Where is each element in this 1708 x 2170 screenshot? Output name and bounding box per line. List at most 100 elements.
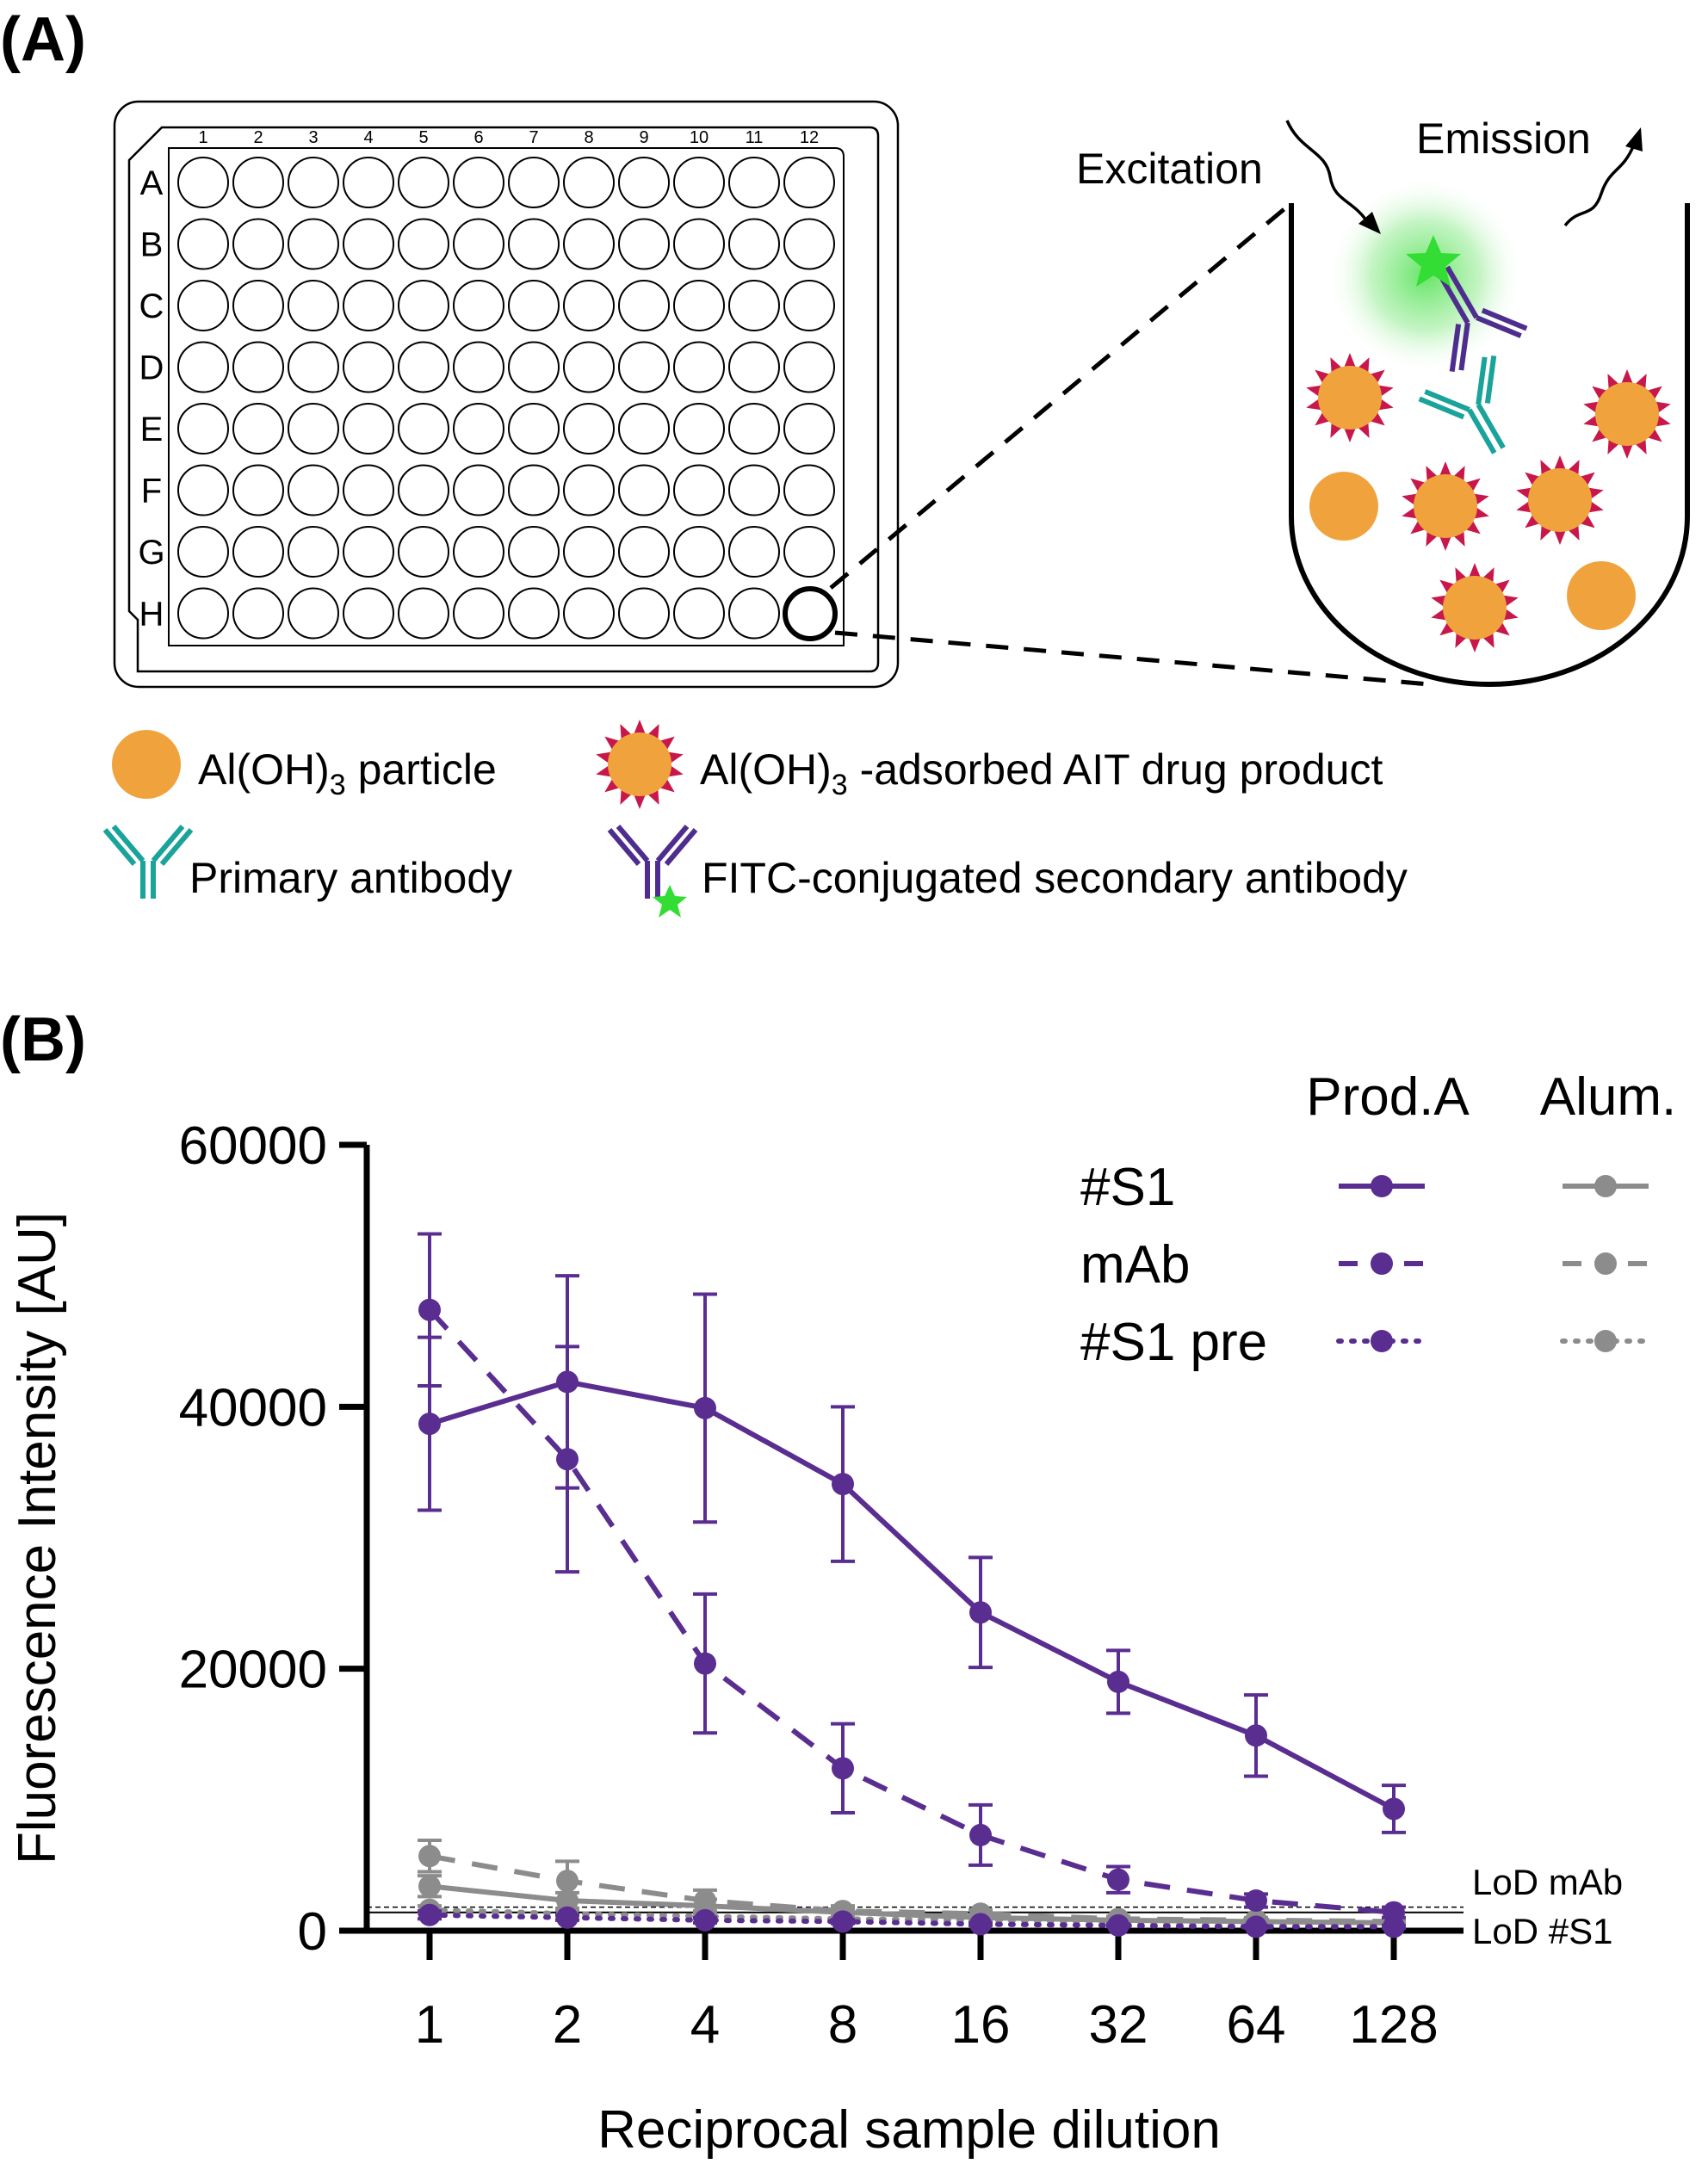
- plate-well: [232, 526, 284, 578]
- plate-well: [618, 587, 670, 640]
- plate-well: [673, 526, 725, 578]
- plate-well: [618, 341, 670, 393]
- panel-a-legend: Al(OH)3 particle Al(OH)3 -adsorbed AIT d…: [102, 720, 1408, 918]
- panel-a-label: (A): [0, 5, 86, 74]
- plate-well: [728, 464, 780, 516]
- plate-well: [177, 341, 229, 393]
- plate-well: [343, 341, 394, 393]
- data-point: [969, 1823, 992, 1846]
- plate-well: [563, 403, 615, 454]
- plate-column-label: 8: [584, 128, 593, 147]
- plate-well: [288, 157, 339, 208]
- well-wall: [1289, 203, 1690, 687]
- secondary-antibody-legend-icon: [607, 825, 698, 918]
- plate-column-label: 5: [418, 128, 428, 147]
- legend-swatch-alum-solid: [1563, 1175, 1649, 1197]
- plate-well: [343, 526, 394, 578]
- x-tick-label: 128: [1349, 1995, 1438, 2055]
- plate-well: [508, 280, 560, 331]
- plate-well: [508, 157, 560, 208]
- y-tick-label: 0: [298, 1902, 327, 1962]
- data-point: [1383, 1915, 1405, 1938]
- plate-well: [453, 403, 504, 454]
- plate-well: [343, 218, 394, 270]
- excitation-arrowhead: [1358, 212, 1381, 234]
- plate-inner-frame: [127, 126, 880, 673]
- legend-swatch-alum-dotted: [1560, 1330, 1651, 1352]
- x-tick-label: 64: [1227, 1995, 1286, 2055]
- adsorbed-particle: [1402, 461, 1489, 551]
- plate-well: [177, 403, 229, 454]
- zoom-line-bottom: [834, 630, 1430, 687]
- particle-legend-icon: [112, 730, 181, 799]
- plate-well: [398, 403, 449, 454]
- y-axis-label: Fluorescence Intensity [AU]: [8, 1212, 67, 1864]
- data-point: [1107, 1913, 1129, 1937]
- plate-well: [728, 157, 780, 208]
- data-point: [694, 1889, 716, 1913]
- x-axis-label: Reciprocal sample dilution: [597, 2100, 1221, 2160]
- plate-well: [288, 341, 339, 393]
- data-point: [832, 1910, 854, 1933]
- plate-well: [728, 218, 780, 270]
- legend-row-s1-pre: #S1 pre: [1080, 1313, 1267, 1372]
- plate-well: [177, 157, 229, 208]
- plate-well: [728, 526, 780, 578]
- plate-well: [783, 341, 835, 393]
- adsorbed-particle: [1431, 563, 1519, 652]
- plate-row-label: H: [139, 596, 164, 634]
- plate-well: [673, 280, 725, 331]
- plate-column-label: 6: [473, 128, 483, 147]
- primary-antibody: [1418, 355, 1506, 454]
- plate-well: [673, 403, 725, 454]
- plate-well: [232, 280, 284, 331]
- plate-row-label: G: [138, 534, 164, 572]
- plate-well: [343, 157, 394, 208]
- lod-label-mab: LoD mAb: [1472, 1862, 1623, 1902]
- plate-outer-frame: [113, 100, 900, 689]
- plain-particle: [1567, 561, 1636, 630]
- chart-axes: [363, 1145, 1464, 1934]
- plate-well: [783, 464, 835, 516]
- plate-well: [177, 464, 229, 516]
- plate-well: [398, 341, 449, 393]
- plate-well: [288, 587, 339, 640]
- data-point: [418, 1845, 441, 1868]
- plate-well: [563, 218, 615, 270]
- plate-well: [673, 587, 725, 640]
- plate-well: [673, 157, 725, 208]
- plate-well: [398, 280, 449, 331]
- plate-well: [783, 403, 835, 454]
- plate-well: [177, 280, 229, 331]
- plate-well: [453, 587, 504, 640]
- legend-swatches: [1336, 1175, 1651, 1352]
- plate-well: [288, 218, 339, 270]
- data-point: [832, 1473, 854, 1496]
- plate-well-area: [168, 147, 845, 646]
- plate-well: [453, 341, 504, 393]
- adsorbed-particle: [1306, 353, 1394, 442]
- plate-well: [453, 157, 504, 208]
- data-point: [1245, 1724, 1267, 1747]
- data-point: [556, 1870, 579, 1893]
- zoom-line-top: [829, 201, 1293, 590]
- plate-well: [177, 526, 229, 578]
- plate-well: [398, 218, 449, 270]
- legend-swatch-prod-a-solid: [1339, 1175, 1425, 1197]
- plate-well: [398, 157, 449, 208]
- plate-row-label: D: [139, 349, 164, 387]
- plate-well: [563, 526, 615, 578]
- data-point: [418, 1298, 441, 1321]
- plate-well: [563, 341, 615, 393]
- adsorbed-particle: [1583, 369, 1671, 459]
- plate-well: [453, 218, 504, 270]
- well-cross-section: Excitation Emission: [1076, 114, 1690, 687]
- adsorbed-legend-icon: [596, 720, 684, 809]
- plate-well: [232, 403, 284, 454]
- plate-row-label: C: [139, 287, 164, 325]
- plate-well: [508, 218, 560, 270]
- y-tick-label: 20000: [179, 1641, 327, 1700]
- data-point: [694, 1908, 716, 1932]
